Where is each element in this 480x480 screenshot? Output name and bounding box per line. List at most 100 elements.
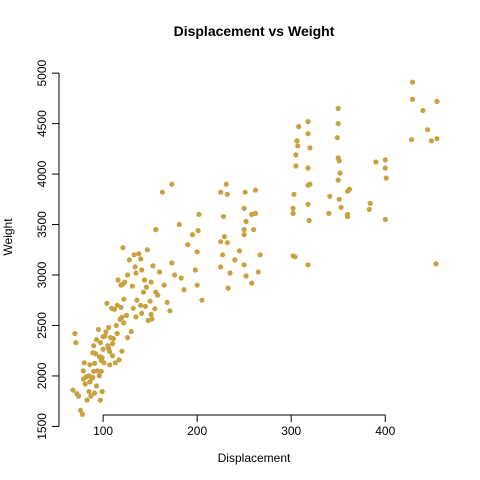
data-point: [133, 314, 139, 320]
data-point: [110, 336, 116, 342]
data-point: [218, 264, 224, 270]
data-point: [101, 360, 107, 366]
x-tick-label: 400: [375, 424, 395, 438]
data-point: [148, 311, 154, 317]
data-point: [252, 210, 259, 216]
data-point: [251, 227, 257, 233]
data-point: [98, 368, 104, 374]
data-point: [425, 127, 431, 133]
data-point: [433, 261, 439, 267]
data-point: [335, 121, 341, 127]
data-point: [92, 360, 98, 366]
data-point: [227, 270, 233, 276]
data-point: [243, 218, 249, 225]
data-point: [336, 196, 342, 202]
x-axis-label: Displacement: [218, 451, 291, 465]
data-point: [133, 270, 139, 276]
data-point: [147, 298, 153, 304]
y-tick-label: 3500: [35, 211, 49, 238]
data-point: [128, 328, 134, 335]
data-point: [91, 343, 97, 349]
data-point: [290, 205, 296, 211]
data-point: [143, 284, 149, 290]
x-axis-ticks: 100 200 300 400: [93, 415, 396, 438]
data-point: [86, 389, 92, 395]
data-point: [93, 383, 100, 389]
data-point: [434, 136, 440, 142]
data-point: [176, 221, 182, 228]
data-point: [420, 107, 426, 114]
data-point: [152, 306, 158, 312]
data-point: [345, 213, 351, 220]
data-point: [232, 257, 238, 263]
data-point: [120, 245, 126, 251]
data-point: [294, 138, 300, 144]
data-point: [70, 387, 76, 393]
data-point: [104, 300, 110, 306]
data-point: [96, 373, 102, 379]
data-point: [142, 303, 148, 309]
data-point: [185, 242, 191, 248]
data-point: [255, 269, 261, 275]
y-tick-label: 2000: [35, 362, 49, 389]
data-point: [305, 262, 311, 268]
y-tick-label: 3000: [35, 261, 49, 288]
y-axis-label: Weight: [1, 218, 15, 256]
data-point: [80, 368, 86, 374]
data-point: [192, 267, 198, 273]
data-point: [409, 96, 416, 102]
data-point: [141, 277, 148, 283]
data-point: [307, 181, 313, 187]
data-point: [189, 232, 196, 238]
data-point: [181, 287, 187, 293]
data-point: [199, 297, 205, 303]
data-point: [97, 340, 103, 346]
data-point: [291, 191, 297, 197]
data-point: [292, 254, 298, 260]
data-point: [196, 211, 202, 217]
data-point: [119, 314, 125, 320]
data-point: [307, 145, 313, 151]
data-point: [115, 277, 121, 283]
y-tick-label: 2500: [35, 312, 49, 339]
data-point: [327, 193, 333, 199]
data-point: [167, 308, 173, 314]
data-point: [346, 186, 353, 192]
data-point: [159, 189, 165, 195]
data-point: [82, 381, 88, 387]
data-point: [88, 393, 94, 399]
data-point: [409, 137, 415, 143]
data-point: [326, 210, 332, 216]
data-point: [249, 280, 255, 286]
data-point: [338, 204, 344, 210]
data-point: [100, 346, 106, 352]
data-point: [113, 322, 119, 329]
data-point: [81, 360, 87, 366]
data-point: [241, 227, 247, 233]
data-point: [296, 124, 302, 130]
data-point: [241, 232, 247, 238]
data-point: [367, 200, 373, 206]
data-point: [92, 390, 98, 396]
data-point: [72, 330, 78, 337]
data-point: [305, 131, 311, 137]
data-point: [305, 165, 311, 171]
data-point: [84, 397, 90, 403]
data-point: [99, 389, 105, 395]
y-tick-label: 4000: [35, 160, 49, 187]
data-point: [91, 368, 97, 374]
data-point: [336, 158, 342, 164]
data-point: [293, 152, 299, 158]
data-point: [220, 252, 226, 258]
chart-title: Displacement vs Weight: [174, 23, 335, 39]
data-point: [95, 326, 101, 333]
data-point: [122, 279, 128, 285]
data-point: [112, 360, 118, 366]
data-point: [223, 181, 229, 187]
data-point: [366, 206, 372, 212]
data-point: [97, 397, 103, 403]
data-point: [121, 296, 127, 302]
data-point: [218, 189, 224, 195]
data-point: [155, 292, 161, 298]
data-point: [172, 272, 178, 278]
